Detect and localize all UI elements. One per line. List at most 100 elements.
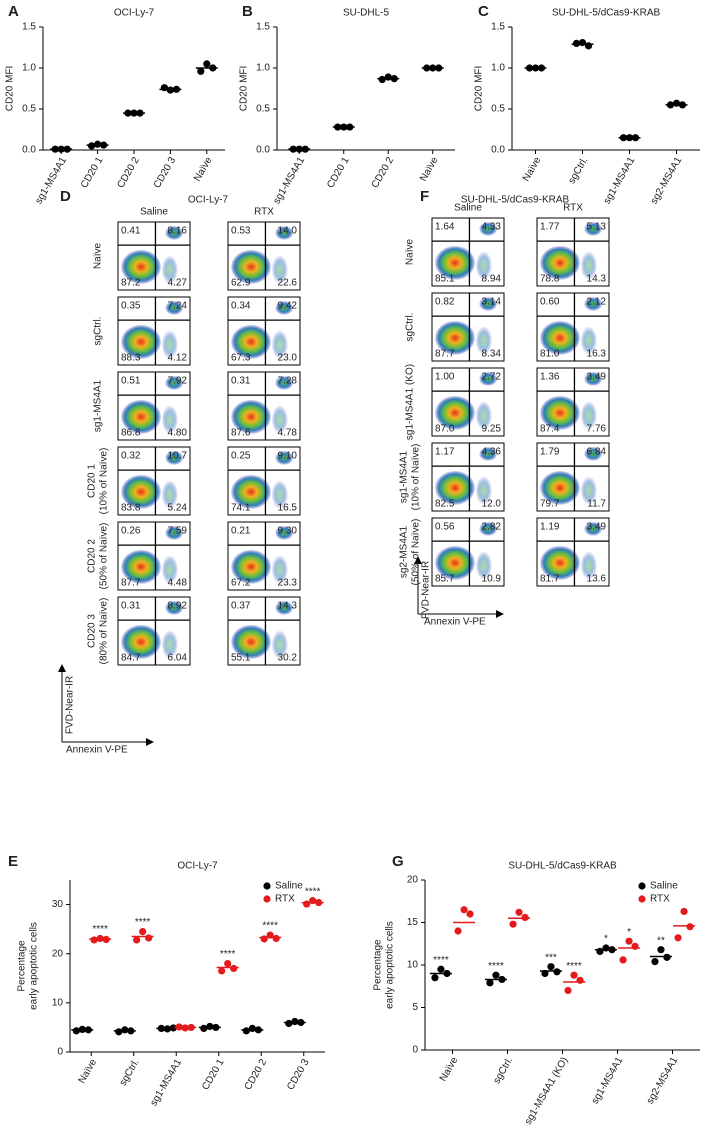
quadrant-percentage: 86.8 [121,428,141,439]
density-plot [479,521,498,536]
significance-label: **** [305,886,321,897]
data-point [206,1022,214,1031]
row-sublabel: (50% of Naïve) [99,523,110,590]
row-label: sg1-MS4A1 (KO) [405,364,416,440]
density-plot [275,600,294,615]
quadrant-percentage: 4.80 [168,428,188,439]
density-plot [584,446,603,461]
quadrant-percentage: 85.1 [435,274,455,285]
x-axis-label: Annexin V-PE [424,617,486,628]
density-plot [161,480,178,509]
y-tick-label: 1.5 [22,22,36,33]
y-tick-label: 0 [412,1045,418,1056]
data-point [218,967,226,975]
panel-title: OCI-Ly-7 [188,195,229,206]
quadrant-percentage: 7.24 [168,301,188,312]
row-label: sg1-MS4A1 [399,450,410,503]
data-point [625,937,633,945]
data-point [515,908,523,916]
legend-marker [638,895,646,903]
quadrant-percentage: 30.2 [278,653,298,664]
panel-label: A [8,3,19,20]
legend-label: Saline [275,881,303,892]
density-plot [271,555,288,584]
quadrant-percentage: 3.49 [587,372,607,383]
density-plot [584,521,603,536]
data-point [674,934,682,942]
density-plot [161,255,178,284]
y-tick-label: 30 [52,899,64,910]
data-point [248,1024,256,1033]
x-tick-label: CD20 2 [115,155,142,190]
data-point [133,936,141,944]
row-sublabel: (10% of Naïve) [411,444,422,511]
density-plot [275,300,294,315]
quadrant-percentage: 0.34 [231,301,251,312]
y-axis-label: early apoptotic cells [29,922,40,1010]
density-plot [275,375,294,390]
density-plot [271,630,288,659]
data-point [509,920,517,928]
data-point [680,907,688,916]
significance-label: ** [657,935,665,946]
data-point [576,976,584,984]
row-label: Naïve [405,239,416,266]
quadrant-percentage: 4.33 [482,222,502,233]
x-tick-label: sg1-MS4A1 [602,155,638,206]
x-tick-label: CD20 2 [370,155,397,190]
chart-title: SU-DHL-5 [343,8,390,19]
y-tick-label: 10 [407,960,419,971]
y-tick-label: 0.5 [22,104,36,115]
x-tick-label: sg2-MS4A1 [645,1055,681,1106]
quadrant-percentage: 67.2 [231,578,251,589]
quadrant-percentage: 87.4 [540,424,560,435]
data-point [260,935,268,943]
quadrant-percentage: 0.51 [121,376,141,387]
density-plot [580,551,597,580]
quadrant-percentage: 1.17 [435,447,455,458]
significance-label: * [627,927,631,938]
density-plot [580,476,597,505]
panel-label: B [242,3,253,20]
y-tick-label: 5 [412,1002,418,1013]
quadrant-percentage: 0.32 [121,451,141,462]
y-axis-label: Percentage [17,940,28,992]
density-plot [161,555,178,584]
quadrant-percentage: 1.64 [435,222,455,233]
y-tick-label: 1.5 [491,22,505,33]
density-plot [275,525,294,540]
data-point [686,923,694,931]
quadrant-percentage: 81.7 [540,574,560,585]
legend-label: RTX [650,894,670,905]
quadrant-percentage: 23.0 [278,353,298,364]
quadrant-percentage: 1.77 [540,222,560,233]
data-point [88,142,96,150]
data-point [230,964,238,973]
density-plot [161,405,178,434]
density-plot [435,470,476,505]
quadrant-percentage: 5.13 [587,222,607,233]
quadrant-percentage: 2.82 [482,522,502,533]
y-tick-label: 0 [57,1047,63,1058]
data-point [242,1027,250,1035]
y-tick-label: 0.0 [491,145,505,156]
y-axis-label: FVD-Near-IR [421,561,432,619]
density-plot [275,450,294,465]
data-point [437,965,445,973]
quadrant-percentage: 8.92 [168,601,188,612]
quadrant-percentage: 78.8 [540,274,560,285]
density-plot [580,401,597,430]
legend-marker [263,895,271,903]
x-tick-label: CD20 1 [200,1057,227,1092]
quadrant-percentage: 0.26 [121,526,141,537]
quadrant-percentage: 7.28 [278,376,298,387]
significance-label: *** [545,952,557,963]
data-point [619,956,627,964]
density-plot [584,296,603,311]
density-plot [271,480,288,509]
x-axis-label: Annexin V-PE [66,745,128,756]
density-plot [121,399,162,434]
density-plot [540,320,581,355]
density-plot [479,371,498,386]
y-axis-label: CD20 MFI [5,66,16,112]
